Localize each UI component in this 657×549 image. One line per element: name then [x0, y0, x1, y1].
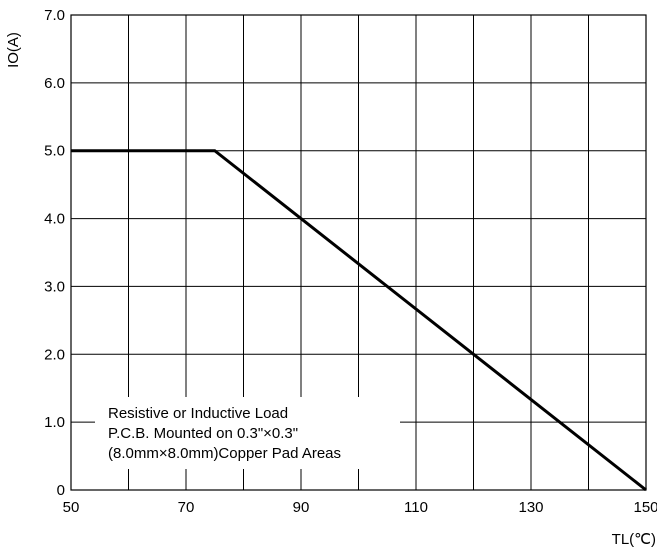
plot-frame — [70, 14, 647, 491]
y-axis-label: IO(A) — [5, 32, 22, 68]
x-axis-label: TL(℃) — [612, 531, 656, 548]
y-tick-label-2: 2.0 — [44, 346, 65, 363]
y-tick-label-6: 6.0 — [44, 75, 65, 92]
x-tick-label-4: 130 — [518, 499, 543, 516]
x-tick-label-5: 150 — [633, 499, 657, 516]
annotation-line-1: Resistive or Inductive Load — [108, 405, 288, 422]
x-tick-label-0: 50 — [63, 499, 80, 516]
x-tick-label-1: 70 — [178, 499, 195, 516]
annotation-line-2: P.C.B. Mounted on 0.3"×0.3" — [108, 425, 298, 442]
annotation-text: Resistive or Inductive Load P.C.B. Mount… — [108, 405, 341, 462]
y-tick-label-5: 5.0 — [44, 143, 65, 160]
y-tick-label-7: 7.0 — [44, 7, 65, 24]
y-tick-label-4: 4.0 — [44, 211, 65, 228]
y-tick-label-0: 0 — [57, 482, 65, 499]
series-line-0 — [71, 149, 647, 492]
tick-labels: 0 1.0 2.0 3.0 4.0 5.0 6.0 7.0 50 70 90 110 130 150 — [44, 7, 657, 516]
y-tick-label-1: 1.0 — [44, 414, 65, 431]
y-tick-label-3: 3.0 — [44, 278, 65, 295]
annotation-box — [95, 397, 400, 469]
x-tick-label-3: 110 — [404, 499, 428, 516]
x-tick-label-2: 90 — [293, 499, 310, 516]
series-group — [71, 149, 647, 492]
annotation-line-3: (8.0mm×8.0mm)Copper Pad Areas — [108, 445, 341, 462]
